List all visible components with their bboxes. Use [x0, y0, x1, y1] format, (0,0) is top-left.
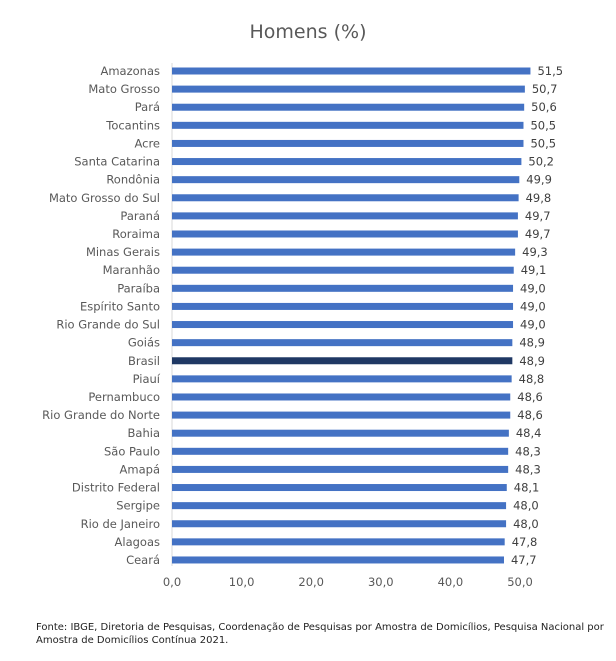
x-tick-label: 10,0: [229, 575, 255, 589]
x-tick-label: 30,0: [368, 575, 394, 589]
category-label: Amapá: [120, 462, 160, 476]
value-label: 48,4: [516, 426, 542, 440]
value-label: 50,5: [530, 136, 556, 150]
category-label: Roraima: [112, 227, 160, 241]
bar: [172, 484, 507, 492]
value-label: 50,5: [530, 118, 556, 132]
value-label: 49,0: [520, 281, 546, 295]
x-tick-label: 0,0: [163, 575, 181, 589]
bar: [172, 393, 511, 401]
category-label: São Paulo: [104, 444, 160, 458]
value-label: 48,9: [519, 354, 545, 368]
bar: [172, 67, 531, 75]
category-label: Sergipe: [116, 499, 160, 513]
category-label: Amazonas: [100, 64, 160, 78]
value-label: 50,7: [532, 82, 558, 96]
bar: [172, 248, 516, 256]
category-label: Alagoas: [115, 535, 160, 549]
bar: [172, 212, 518, 220]
bar: [172, 284, 514, 292]
value-label: 48,0: [513, 499, 539, 513]
category-label: Tocantins: [105, 118, 160, 132]
category-label: Espírito Santo: [80, 299, 160, 313]
bar: [172, 556, 504, 564]
category-label: Goiás: [128, 336, 160, 350]
bar: [172, 302, 514, 310]
bar-chart: Homens (%) Amazonas 51,5 Mato Grosso 50,7 Pa…: [42, 21, 563, 589]
category-label: Acre: [134, 136, 160, 150]
value-label: 47,8: [512, 535, 538, 549]
bar: [172, 538, 505, 546]
category-label: Brasil: [128, 354, 160, 368]
x-tick-label: 20,0: [298, 575, 324, 589]
bar: [172, 176, 520, 184]
bar: [172, 411, 511, 419]
bar: [172, 339, 513, 347]
value-label: 48,6: [517, 390, 543, 404]
bar: [172, 520, 507, 528]
category-label: Rio Grande do Norte: [42, 408, 160, 422]
bar: [172, 502, 507, 510]
category-label: Pernambuco: [88, 390, 160, 404]
category-label: Pará: [135, 100, 160, 114]
value-label: 48,0: [513, 517, 539, 531]
bar: [172, 103, 525, 111]
bar: [172, 429, 509, 437]
value-label: 49,7: [525, 209, 551, 223]
value-label: 49,1: [521, 263, 547, 277]
category-label: Distrito Federal: [72, 481, 160, 495]
value-label: 48,9: [519, 336, 545, 350]
bar: [172, 375, 512, 383]
category-label: Ceará: [126, 553, 160, 567]
category-label: Piauí: [133, 372, 161, 386]
bar: [172, 194, 519, 202]
chart-title: Homens (%): [250, 21, 367, 43]
value-label: 47,7: [511, 553, 537, 567]
category-label: Maranhão: [103, 263, 160, 277]
bar: [172, 158, 522, 166]
bar: [172, 321, 514, 329]
value-label: 49,0: [520, 299, 546, 313]
bar: [172, 266, 514, 274]
category-label: Paraíba: [117, 281, 160, 295]
category-label: Mato Grosso: [88, 82, 160, 96]
category-label: Mato Grosso do Sul: [49, 191, 160, 205]
bar-highlight: [172, 357, 513, 365]
value-label: 49,0: [520, 318, 546, 332]
bar: [172, 465, 509, 473]
category-label: Bahia: [128, 426, 160, 440]
category-label: Rio Grande do Sul: [56, 318, 160, 332]
bar: [172, 85, 525, 93]
value-label: 48,3: [515, 444, 541, 458]
category-label: Minas Gerais: [86, 245, 160, 259]
category-label: Rondônia: [106, 173, 160, 187]
bar: [172, 139, 524, 147]
value-label: 48,6: [517, 408, 543, 422]
value-label: 49,7: [525, 227, 551, 241]
x-tick-label: 50,0: [507, 575, 533, 589]
source-note: Fonte: IBGE, Diretoria de Pesquisas, Coo…: [36, 622, 604, 646]
value-label: 49,9: [526, 173, 552, 187]
bar: [172, 121, 524, 129]
value-label: 49,3: [522, 245, 548, 259]
value-label: 48,8: [519, 372, 545, 386]
bar: [172, 447, 509, 455]
value-label: 49,8: [526, 191, 552, 205]
value-label: 51,5: [537, 64, 563, 78]
category-label: Rio de Janeiro: [81, 517, 160, 531]
value-label: 50,6: [531, 100, 557, 114]
value-label: 48,1: [514, 481, 540, 495]
value-label: 50,2: [528, 155, 554, 169]
category-label: Santa Catarina: [74, 155, 160, 169]
value-label: 48,3: [515, 462, 541, 476]
bar: [172, 230, 518, 238]
x-tick-label: 40,0: [438, 575, 464, 589]
category-label: Paraná: [120, 209, 160, 223]
